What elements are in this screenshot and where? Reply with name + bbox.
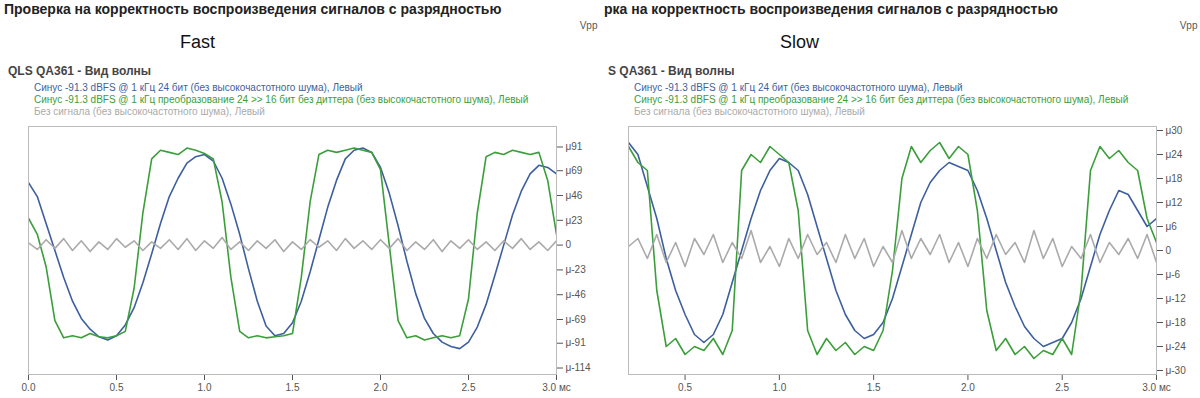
html-text:Синус -91.3 dBFS @ 1 кГц преоб: Синус -91.3 dBFS @ 1 кГц преобразование … [34, 94, 529, 105]
html-text:рка на корректность воспроизве: рка на корректность воспроизведения сигн… [604, 1, 1058, 17]
svg-text:2.5: 2.5 [1055, 382, 1069, 393]
svg-text:0.5: 0.5 [678, 382, 692, 393]
svg-text:μ-24: μ-24 [1166, 341, 1187, 352]
svg-text:μ-30: μ-30 [1166, 365, 1187, 376]
svg-text:3.0 мс: 3.0 мс [1142, 382, 1171, 393]
svg-text:0: 0 [566, 239, 572, 250]
svg-text:μ-46: μ-46 [566, 289, 587, 300]
html-text:Синус -91.3 dBFS @ 1 кГц 24 би: Синус -91.3 dBFS @ 1 кГц 24 бит (без выс… [634, 82, 963, 93]
svg-text:μ23: μ23 [566, 215, 583, 226]
html-text:Синус -91.3 dBFS @ 1 кГц преоб: Синус -91.3 dBFS @ 1 кГц преобразование … [634, 94, 1129, 105]
svg-text:1.0: 1.0 [198, 382, 212, 393]
svg-text:μ46: μ46 [566, 190, 583, 201]
svg-text:μ-6: μ-6 [1166, 269, 1181, 280]
svg-text:μ18: μ18 [1166, 173, 1183, 184]
html-text:Без сигнала (без высокочастотн: Без сигнала (без высокочастотного шума),… [634, 106, 865, 117]
svg-text:2.0: 2.0 [961, 382, 975, 393]
html-text:Проверка на корректность воспр: Проверка на корректность воспроизведения… [4, 1, 502, 17]
svg-text:3.0 мс: 3.0 мс [542, 382, 571, 393]
svg-text:μ-23: μ-23 [566, 264, 587, 275]
html-text:QLS QA361 - Вид волны: QLS QA361 - Вид волны [8, 64, 152, 78]
svg-text:μ12: μ12 [1166, 197, 1183, 208]
svg-text:Vpp: Vpp [1180, 20, 1198, 31]
svg-text:μ-18: μ-18 [1166, 317, 1187, 328]
svg-text:2.0: 2.0 [374, 382, 388, 393]
svg-text:1.5: 1.5 [286, 382, 300, 393]
html-text:Fast: Fast [180, 32, 215, 52]
html-text:Slow: Slow [780, 32, 819, 52]
svg-text:μ69: μ69 [566, 165, 583, 176]
html-text:S QA361 - Вид волны: S QA361 - Вид волны [608, 64, 735, 78]
svg-text:μ91: μ91 [566, 141, 583, 152]
svg-text:0.5: 0.5 [110, 382, 124, 393]
svg-text:μ-91: μ-91 [566, 337, 587, 348]
svg-text:μ30: μ30 [1166, 125, 1183, 136]
svg-text:0.0: 0.0 [22, 382, 36, 393]
svg-text:1.5: 1.5 [867, 382, 881, 393]
html-text:Без сигнала (без высокочастотн: Без сигнала (без высокочастотного шума),… [34, 106, 265, 117]
svg-text:0: 0 [1166, 245, 1172, 256]
svg-text:Vpp: Vpp [580, 20, 598, 31]
svg-text:μ-69: μ-69 [566, 314, 587, 325]
svg-text:μ-114: μ-114 [566, 362, 591, 373]
svg-text:μ-12: μ-12 [1166, 293, 1187, 304]
svg-text:μ6: μ6 [1166, 221, 1178, 232]
svg-text:2.5: 2.5 [462, 382, 476, 393]
svg-text:1.0: 1.0 [772, 382, 786, 393]
html-text:Синус -91.3 dBFS @ 1 кГц 24 би: Синус -91.3 dBFS @ 1 кГц 24 бит (без выс… [34, 82, 363, 93]
svg-text:μ24: μ24 [1166, 149, 1183, 160]
